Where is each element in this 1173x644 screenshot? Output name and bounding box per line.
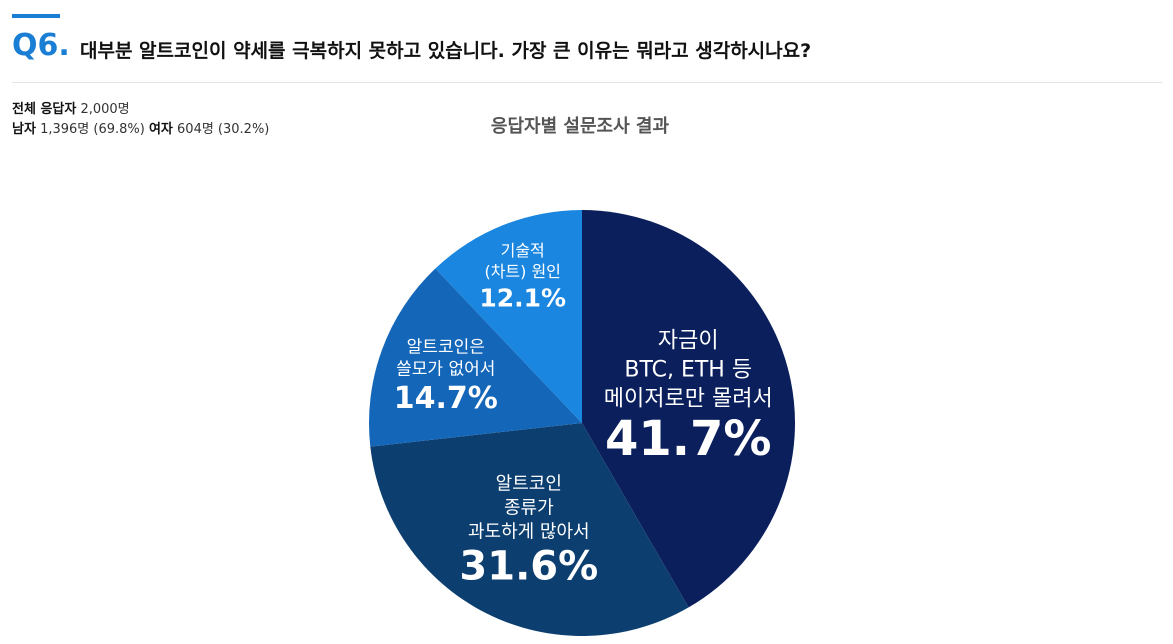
pie-slice <box>369 268 582 447</box>
slice-label: 알트코인 <box>496 473 562 494</box>
slice-label: 메이저로만 몰려서 <box>604 387 773 412</box>
chart-title: 응답자별 설문조사 결과 <box>491 116 670 137</box>
pie-slice <box>370 423 689 636</box>
value-label: 31.6% <box>459 543 598 589</box>
slice-label: BTC, ETH 등 <box>624 358 752 383</box>
value: 604명 (30.2%) <box>177 122 270 137</box>
question-number: Q6. <box>12 28 70 63</box>
accent-bar <box>12 14 60 18</box>
slice-label: 알트코인은 <box>407 337 485 357</box>
slice-label: 종류가 <box>504 497 554 518</box>
slice-label: 기술적 <box>501 241 545 260</box>
pie-slice <box>582 210 795 608</box>
slice-label: 자금이 <box>658 329 719 354</box>
value-label: 12.1% <box>479 283 566 312</box>
value-label: 41.7% <box>605 411 772 467</box>
value-label: 14.7% <box>394 381 498 416</box>
label: 여자 <box>148 122 173 137</box>
slice-label: 쓸모가 없어서 <box>396 359 495 379</box>
divider <box>12 82 1162 83</box>
respondent-total: 전체 응답자 2,000명 <box>12 98 130 117</box>
value: 2,000명 <box>80 102 130 117</box>
label: 전체 응답자 <box>12 102 77 117</box>
label: 남자 <box>12 122 36 137</box>
question-text: 대부분 알트코인이 약세를 극복하지 못하고 있습니다. 가장 큰 이유는 뭐라… <box>80 40 812 62</box>
value: 1,396명 (69.8%) <box>40 122 145 137</box>
pie-slice <box>435 210 582 423</box>
respondent-gender: 남자 1,396명 (69.8%) 여자 604명 (30.2%) <box>12 118 269 137</box>
slice-label: (차트) 원인 <box>484 262 560 281</box>
slice-label: 과도하게 많아서 <box>468 521 590 542</box>
